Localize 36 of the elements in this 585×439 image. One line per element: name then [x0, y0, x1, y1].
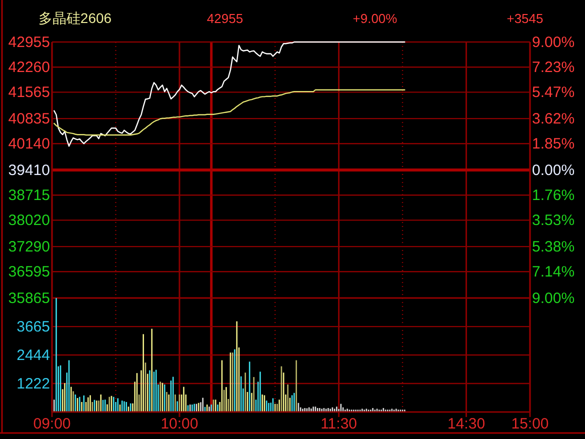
y-tick-label: 40140 [8, 135, 50, 152]
chart-title: 多晶硅2606 [38, 10, 112, 26]
y2-tick-label: 3.62% [532, 110, 575, 128]
y-tick-label: 38020 [8, 212, 50, 229]
y2-tick-label: 7.14% [532, 263, 575, 280]
y2-tick-label: 1.76% [532, 186, 575, 204]
y-tick-label: 41565 [8, 84, 50, 101]
x-tick-label: 11:30 [320, 416, 358, 433]
y-tick-label: 36595 [8, 263, 50, 280]
y2-tick-label: 0.00% [532, 162, 575, 179]
line-series [54, 89, 406, 136]
x-tick-label: 10:00 [160, 416, 198, 433]
y-tick-label: 39410 [8, 162, 50, 179]
y-tick-label: 2444 [16, 346, 50, 364]
x-tick-label: 14:30 [447, 416, 486, 433]
y-tick-label: 3665 [16, 318, 50, 336]
y2-tick-label: 3.53% [532, 212, 575, 230]
text: 42955 [206, 11, 244, 26]
y2-tick-label: 9.00% [532, 290, 575, 307]
y-tick-label: 35865 [8, 290, 50, 307]
y2-tick-label: 5.38% [532, 238, 575, 256]
x-tick-label: 09:00 [33, 416, 71, 433]
y2-tick-label: 1.85% [532, 135, 575, 152]
y-tick-label: 1222 [16, 375, 50, 392]
y-tick-label: 38715 [8, 186, 50, 204]
y2-tick-label: 7.23% [532, 58, 575, 76]
text: +3545 [506, 11, 544, 26]
y-tick-label: 42260 [8, 58, 50, 76]
y2-tick-label: 5.47% [532, 84, 575, 102]
x-tick-label: 15:00 [511, 416, 549, 433]
y-tick-label: 42955 [8, 34, 50, 51]
text: +9.00% [352, 11, 398, 26]
y-tick-label: 40835 [8, 110, 50, 128]
y-tick-label: 37290 [8, 238, 50, 256]
y2-tick-label: 9.00% [532, 34, 575, 51]
line-series [54, 41, 406, 147]
